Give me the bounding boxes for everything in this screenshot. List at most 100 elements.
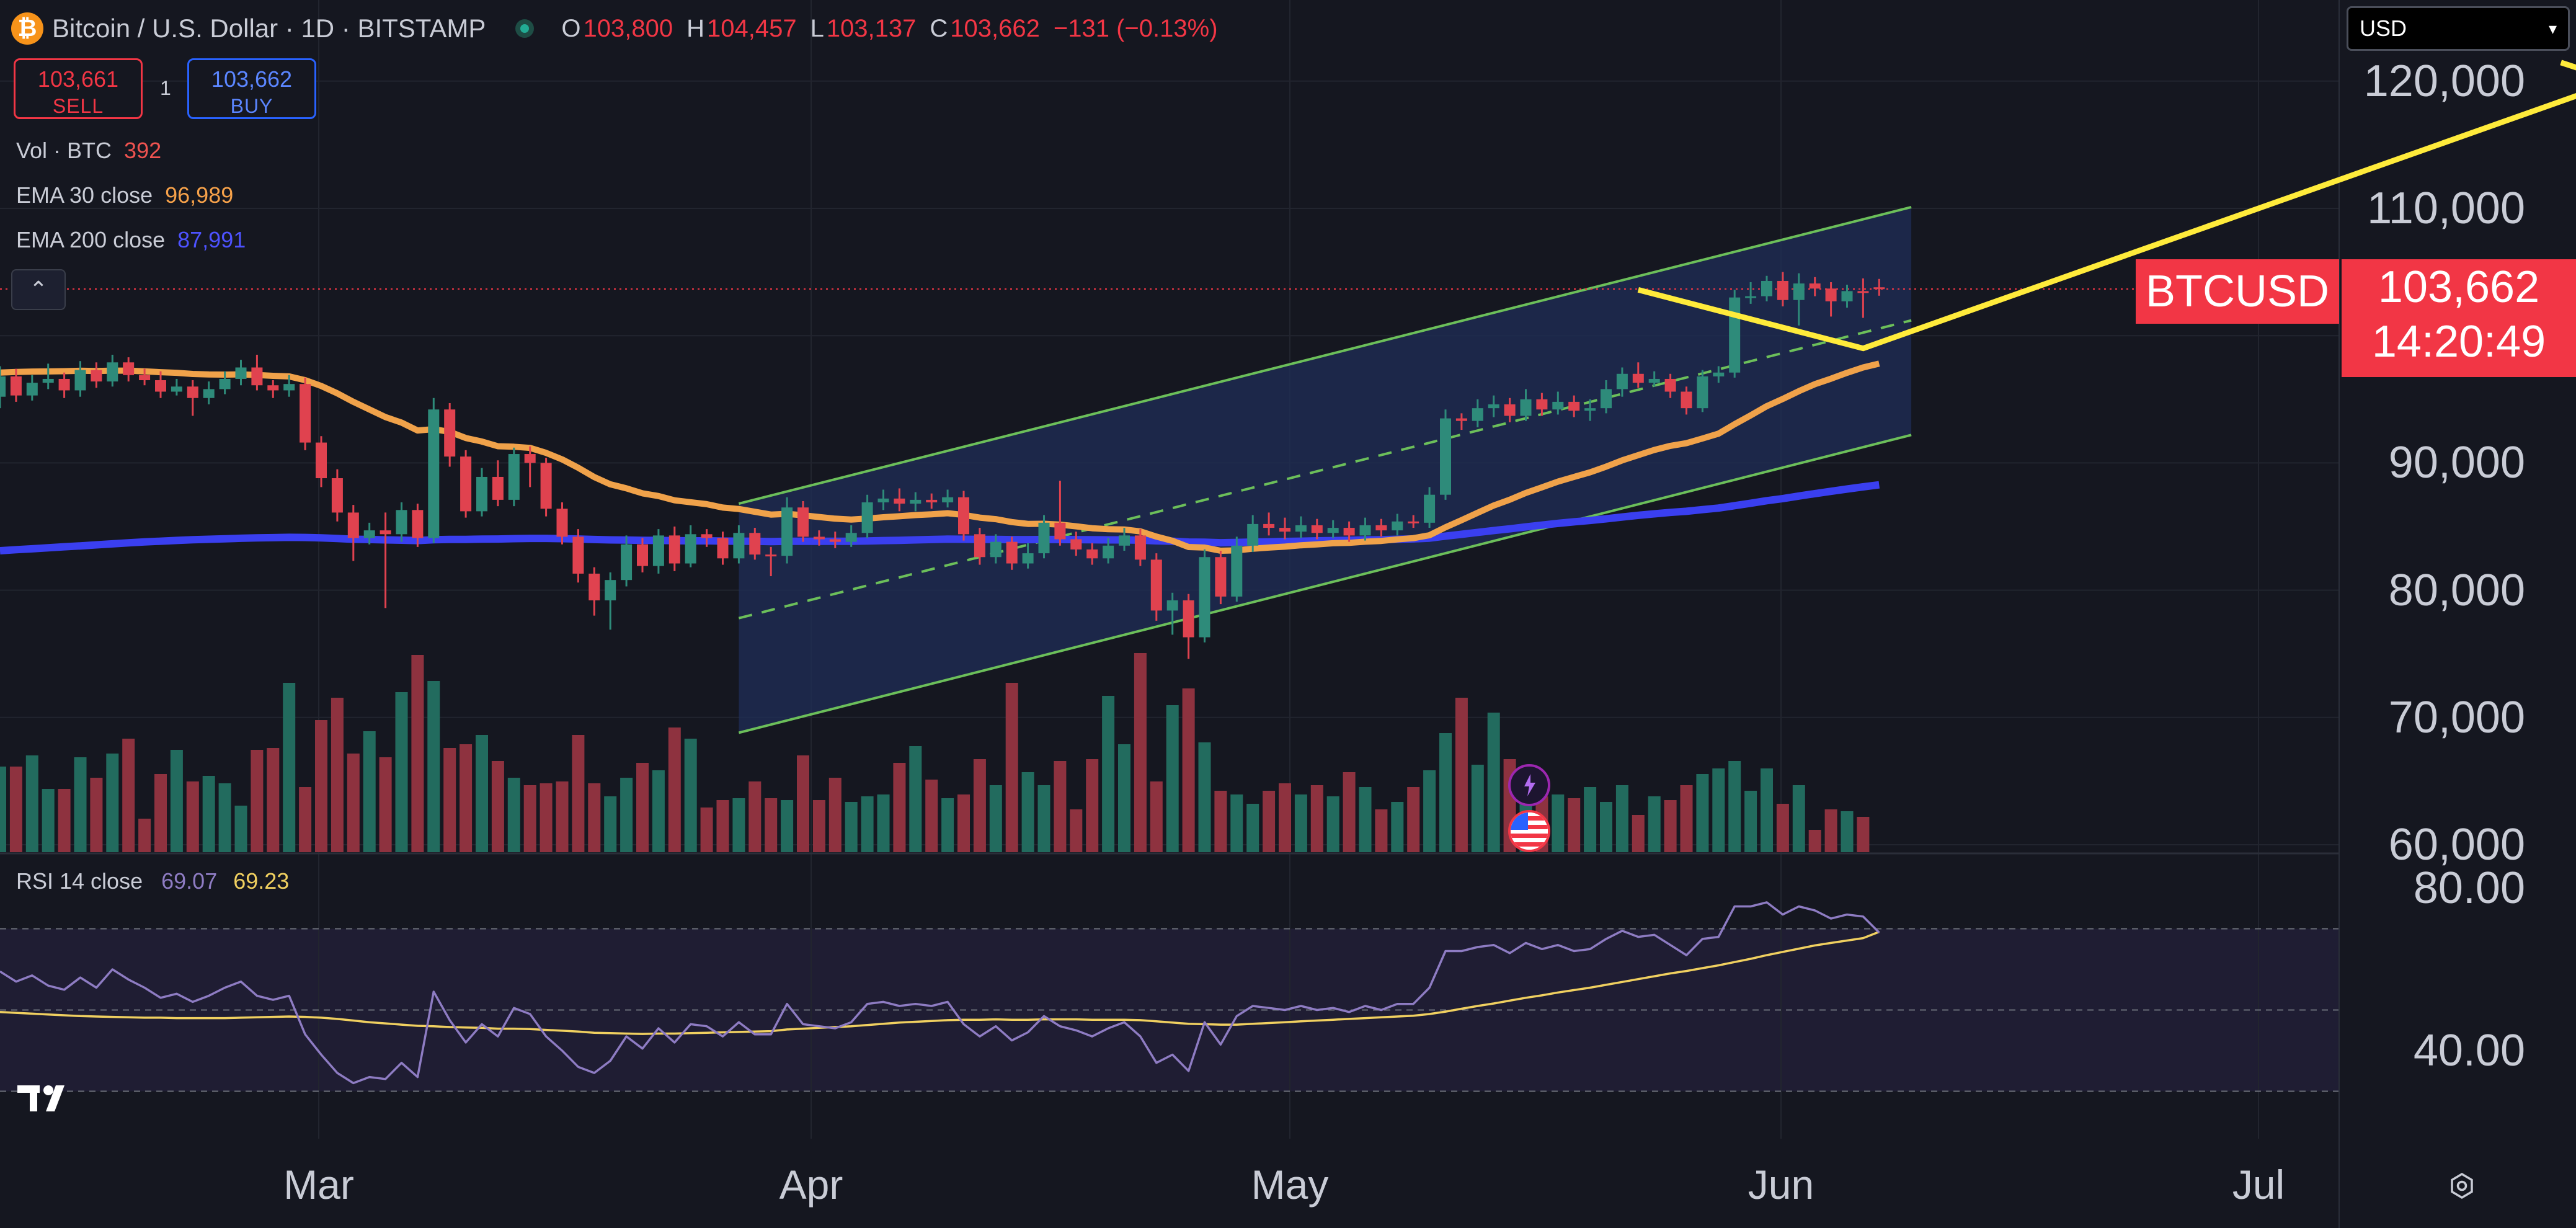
candle [717, 532, 729, 565]
volume-bar [1744, 791, 1757, 852]
volume-bar [572, 735, 585, 852]
volume-bar [1054, 761, 1067, 852]
candle [1455, 413, 1467, 430]
candle [1520, 389, 1532, 421]
candle [1552, 391, 1564, 415]
candle [251, 354, 263, 391]
candle [621, 535, 633, 587]
volume-bar [507, 778, 520, 852]
candle [58, 372, 70, 398]
candle [765, 546, 777, 577]
volume-bar [748, 781, 762, 852]
candle-body [1873, 287, 1885, 290]
rsi-legend[interactable]: RSI 14 close 69.07 69.23 [16, 868, 290, 894]
volume-bar [443, 748, 456, 852]
candle [540, 458, 552, 517]
candle [685, 525, 696, 567]
price-change: −131 (−0.13%) [1053, 14, 1218, 42]
volume-bar [1776, 804, 1789, 852]
rsi-axis-tick: 40.00 [2413, 1026, 2525, 1075]
candle [476, 468, 487, 517]
us-flag-icon[interactable] [1508, 810, 1550, 852]
candle [1648, 371, 1660, 387]
candle [1038, 515, 1050, 559]
candle-body [1424, 494, 1436, 523]
price-axis-tick: 60,000 [2388, 820, 2525, 870]
candle-body [894, 498, 905, 504]
candle-body [155, 380, 166, 392]
price-axis-tick: 90,000 [2388, 438, 2525, 488]
candle [91, 362, 102, 388]
symbol-title[interactable]: Bitcoin / U.S. Dollar · 1D · BITSTAMP [52, 14, 486, 43]
candle [171, 378, 182, 396]
volume-bar [1198, 742, 1211, 852]
tradingview-logo-icon[interactable] [17, 1082, 79, 1114]
candle [813, 530, 825, 546]
candle [1664, 373, 1676, 398]
candle [1472, 399, 1483, 427]
order-quantity[interactable]: 1 [160, 77, 171, 99]
volume-legend[interactable]: Vol · BTC 392 [16, 138, 162, 163]
candle-body [540, 463, 552, 509]
candle-body [1375, 525, 1387, 531]
candle [412, 504, 424, 547]
volume-bar [138, 819, 151, 852]
symbol-header[interactable]: ₿ Bitcoin / U.S. Dollar · 1D · BITSTAMP … [11, 10, 1218, 47]
ema200-legend[interactable]: EMA 200 close 87,991 [16, 227, 246, 252]
volume-bar [957, 794, 970, 852]
channel-fill [739, 207, 1912, 733]
candle [1086, 543, 1098, 565]
volume-bar [1086, 759, 1099, 852]
collapse-legend-button[interactable]: ⌃ [11, 269, 66, 310]
candle-body [235, 367, 247, 379]
event-flash-icon[interactable] [1508, 764, 1550, 806]
candle-body [926, 499, 938, 503]
settings-icon[interactable] [2448, 1172, 2476, 1199]
channel-median-line [738, 319, 1912, 620]
candle-body [412, 510, 424, 538]
candle [652, 529, 664, 574]
volume-bar [476, 735, 488, 852]
market-status-icon[interactable] [515, 19, 535, 38]
candle-body [0, 376, 6, 397]
candle-body [781, 507, 793, 556]
currency-select[interactable]: USD ▾ [2347, 6, 2570, 51]
volume-bar [1214, 791, 1227, 852]
candle [1777, 272, 1788, 307]
candle-body [476, 476, 487, 512]
volume-bar [1134, 653, 1147, 852]
candle [524, 446, 536, 487]
candle-body [524, 454, 536, 463]
candle [1247, 515, 1259, 553]
volume-bar [1584, 787, 1597, 852]
candle-body [685, 534, 696, 564]
candle [605, 572, 616, 630]
volume-bar [556, 781, 569, 852]
candle [1761, 275, 1772, 301]
sell-button[interactable]: 103,661 SELL [14, 58, 143, 119]
volume-bar [9, 767, 22, 852]
candle-body [1150, 559, 1162, 611]
ema30-legend[interactable]: EMA 30 close 96,989 [16, 182, 234, 208]
candle [1263, 512, 1275, 536]
volume-bar [797, 755, 809, 852]
rsi-band-fill [0, 928, 2339, 1092]
volume-bar [1230, 794, 1243, 852]
candle [26, 375, 38, 401]
candle-body [316, 442, 327, 479]
volume-bar [234, 806, 247, 852]
candle [1841, 285, 1853, 308]
candle [942, 489, 954, 508]
candle [42, 363, 54, 389]
bitcoin-icon: ₿ [11, 12, 43, 45]
candle [492, 460, 504, 507]
candle-body [444, 409, 456, 457]
volume-bar [861, 796, 874, 852]
candle [781, 497, 793, 564]
volume-bar [781, 800, 794, 852]
candle [990, 534, 1002, 564]
candle [1134, 529, 1146, 566]
buy-button[interactable]: 103,662 BUY [187, 58, 316, 119]
candle [1054, 481, 1066, 546]
